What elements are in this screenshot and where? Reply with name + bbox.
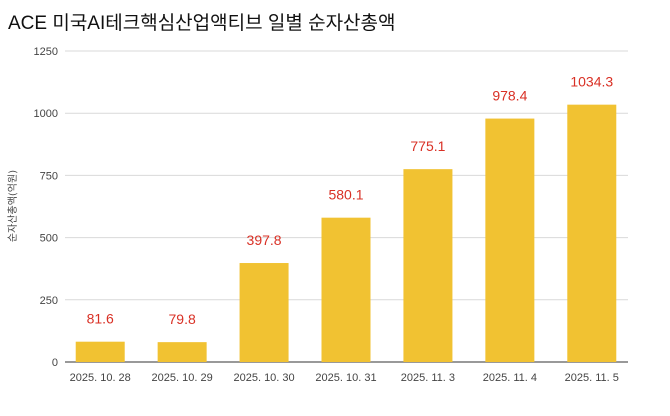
y-tick-label: 1250	[34, 46, 58, 58]
bar	[321, 217, 371, 362]
y-tick-label: 0	[52, 357, 58, 369]
y-tick-label: 250	[40, 295, 58, 307]
chart-title: ACE 미국AI테크핵심산업액티브 일별 순자산총액	[8, 13, 396, 34]
y-axis-label: 순자산총액(억원)	[7, 170, 19, 242]
bar	[485, 118, 535, 362]
data-label: 79.8	[169, 311, 196, 327]
y-tick-label: 750	[40, 170, 58, 182]
bar	[239, 263, 289, 362]
x-tick-label: 2025. 11. 5	[565, 372, 619, 384]
y-tick-label: 1000	[34, 108, 58, 120]
x-tick-label: 2025. 10. 31	[315, 372, 376, 384]
data-label: 81.6	[87, 311, 114, 327]
bar	[567, 104, 617, 362]
data-label: 580.1	[328, 187, 363, 203]
y-tick-label: 500	[40, 233, 58, 245]
x-tick-label: 2025. 10. 30	[233, 372, 294, 384]
x-tick-label: 2025. 11. 3	[401, 372, 455, 384]
x-tick-label: 2025. 10. 28	[70, 372, 131, 384]
x-tick-label: 2025. 10. 29	[152, 372, 213, 384]
data-label: 775.1	[410, 138, 445, 154]
bar	[75, 341, 125, 362]
bar	[157, 342, 207, 362]
data-label: 978.4	[492, 88, 527, 104]
x-tick-label: 2025. 11. 4	[483, 372, 537, 384]
data-label: 397.8	[247, 232, 282, 248]
data-label: 1034.3	[570, 74, 613, 90]
bar	[403, 169, 453, 362]
